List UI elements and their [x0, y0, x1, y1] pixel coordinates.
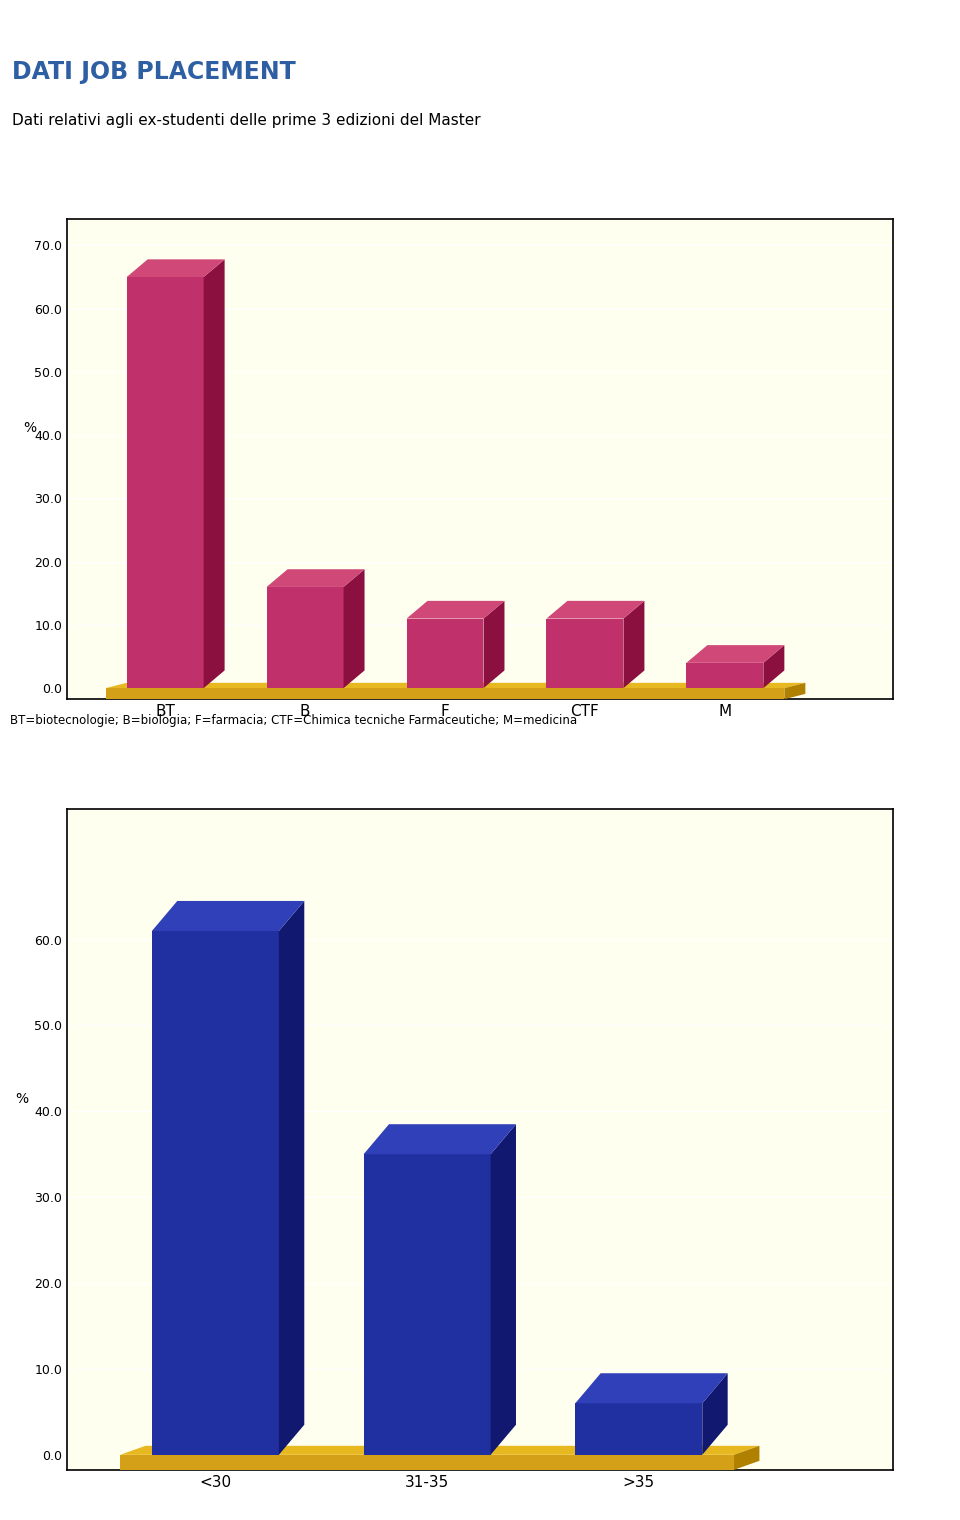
Polygon shape — [546, 619, 623, 689]
Text: DATI JOB PLACEMENT: DATI JOB PLACEMENT — [12, 59, 296, 84]
Polygon shape — [491, 1125, 516, 1455]
Polygon shape — [152, 932, 279, 1455]
Polygon shape — [703, 1373, 728, 1455]
Polygon shape — [575, 1373, 728, 1403]
Polygon shape — [127, 277, 204, 689]
Text: 9: 9 — [926, 9, 946, 38]
Polygon shape — [686, 663, 763, 689]
Text: BT=biotecnologie; B=biologia; F=farmacia; CTF=Chimica tecniche Farmaceutiche; M=: BT=biotecnologie; B=biologia; F=farmacia… — [10, 714, 577, 727]
Polygon shape — [120, 1446, 759, 1455]
Polygon shape — [686, 644, 784, 663]
Text: ETA’ DEGLI STUDENTI: ETA’ DEGLI STUDENTI — [279, 752, 681, 786]
Polygon shape — [204, 260, 225, 689]
Polygon shape — [784, 682, 805, 699]
Polygon shape — [267, 568, 365, 587]
Polygon shape — [484, 600, 505, 689]
Polygon shape — [575, 1403, 703, 1455]
Text: Dati relativi agli ex-studenti delle prime 3 edizioni del Master: Dati relativi agli ex-studenti delle pri… — [12, 114, 480, 128]
Polygon shape — [279, 901, 304, 1455]
Y-axis label: %: % — [15, 1093, 29, 1107]
Polygon shape — [127, 260, 225, 277]
Polygon shape — [734, 1446, 759, 1470]
Polygon shape — [364, 1154, 491, 1455]
Polygon shape — [267, 587, 344, 689]
Polygon shape — [120, 1455, 734, 1470]
Polygon shape — [344, 568, 365, 689]
Polygon shape — [106, 689, 784, 699]
Polygon shape — [406, 619, 484, 689]
Text: TIPOLOGIA DI LAUREA: TIPOLOGIA DI LAUREA — [274, 167, 686, 199]
Polygon shape — [406, 600, 505, 619]
Polygon shape — [364, 1125, 516, 1154]
Polygon shape — [546, 600, 644, 619]
Polygon shape — [106, 682, 805, 689]
Polygon shape — [623, 600, 644, 689]
Polygon shape — [763, 644, 784, 689]
Y-axis label: %: % — [23, 421, 36, 435]
Polygon shape — [152, 901, 304, 932]
